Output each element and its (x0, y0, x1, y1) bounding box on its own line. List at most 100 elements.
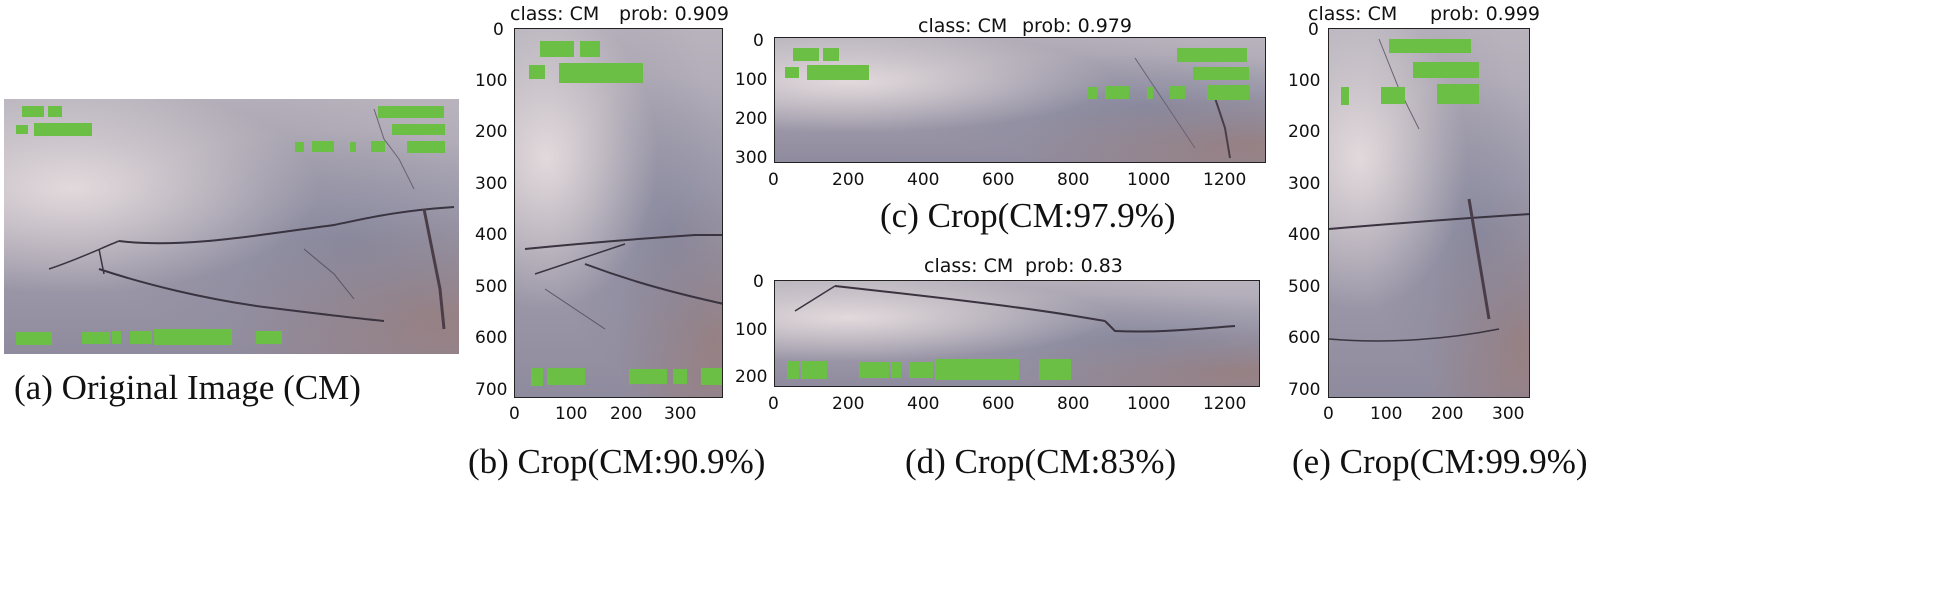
detection-box (295, 142, 304, 152)
detection-box (807, 65, 869, 80)
y-tick-label: 600 (475, 328, 508, 348)
detection-box (529, 65, 545, 79)
crack-lines (1329, 38, 1529, 342)
y-tick-label: 100 (735, 70, 768, 90)
x-tick-label: 200 (832, 394, 865, 414)
caption-b: (b) Crop(CM:90.9%) (468, 442, 766, 481)
detection-box (378, 106, 444, 118)
detection-box (256, 331, 282, 344)
y-tick-label: 400 (1288, 225, 1321, 245)
x-tick-label: 600 (982, 170, 1015, 190)
x-tick-label: 300 (664, 404, 697, 424)
detection-box (891, 362, 901, 378)
x-tick-label: 1200 (1203, 170, 1247, 190)
detection-box (801, 361, 827, 379)
detection-box (1105, 86, 1129, 99)
y-tick-label: 600 (1288, 328, 1321, 348)
y-tick-label: 100 (735, 320, 768, 340)
detection-box (350, 142, 356, 152)
detection-box (629, 369, 667, 384)
y-tick-label: 300 (1288, 174, 1321, 194)
x-tick-label: 100 (555, 404, 588, 424)
x-tick-label: 0 (1323, 404, 1334, 424)
caption-c: (c) Crop(CM:97.9%) (880, 196, 1176, 235)
x-tick-label: 200 (610, 404, 643, 424)
crop-d-image (774, 280, 1260, 387)
y-tick-label: 0 (753, 272, 764, 292)
detection-box (1389, 39, 1471, 53)
crop-b-image (514, 28, 723, 398)
detection-box (540, 41, 574, 57)
y-tick-label: 400 (475, 225, 508, 245)
detection-box (785, 67, 799, 78)
y-tick-label: 200 (735, 367, 768, 387)
crack-lines (794, 285, 1236, 333)
detection-box (1381, 87, 1405, 104)
detection-box (16, 332, 52, 345)
panel-c-class: class: CM (918, 15, 1008, 37)
panel-d-class: class: CM (924, 255, 1014, 277)
detection-box (580, 41, 600, 57)
x-tick-label: 600 (982, 394, 1015, 414)
detection-box (547, 368, 585, 385)
x-tick-label: 0 (768, 170, 779, 190)
crack-lines (1134, 57, 1231, 159)
detection-box (34, 123, 92, 136)
detection-box (407, 141, 445, 153)
crop-c-image (774, 37, 1266, 163)
detection-box (48, 106, 62, 117)
crack-lines (524, 234, 722, 330)
x-tick-label: 1200 (1203, 394, 1247, 414)
x-tick-label: 800 (1057, 170, 1090, 190)
x-tick-label: 200 (832, 170, 865, 190)
detection-box (82, 332, 110, 344)
crop-e-image (1328, 28, 1530, 398)
detection-box (531, 368, 543, 386)
detection-box (935, 359, 1019, 380)
detection-box (112, 331, 121, 344)
detection-box (909, 362, 933, 378)
detection-box (1177, 48, 1247, 62)
detection-box (859, 362, 889, 378)
detection-box (1207, 85, 1249, 100)
y-tick-label: 0 (493, 20, 504, 40)
x-tick-label: 1000 (1127, 394, 1171, 414)
y-tick-label: 0 (1308, 20, 1319, 40)
detection-box (787, 361, 799, 379)
detection-box (673, 369, 687, 384)
detection-box (823, 48, 839, 61)
panel-d-prob: prob: 0.83 (1025, 255, 1123, 277)
panel-b-prob: prob: 0.909 (619, 3, 729, 25)
detection-box (1437, 84, 1479, 104)
y-tick-label: 100 (475, 71, 508, 91)
detection-box (1088, 87, 1097, 99)
y-tick-label: 500 (475, 277, 508, 297)
panel-e-class: class: CM (1308, 3, 1398, 25)
x-tick-label: 0 (768, 394, 779, 414)
caption-d: (d) Crop(CM:83%) (905, 442, 1177, 481)
y-tick-label: 100 (1288, 71, 1321, 91)
x-tick-label: 800 (1057, 394, 1090, 414)
detection-box (130, 331, 152, 344)
detection-box (16, 125, 28, 134)
y-tick-label: 300 (735, 148, 768, 168)
y-tick-label: 500 (1288, 277, 1321, 297)
detection-box (793, 48, 819, 61)
x-tick-label: 300 (1492, 404, 1525, 424)
detection-box (1193, 67, 1249, 80)
original-image (4, 99, 459, 354)
panel-e-prob: prob: 0.999 (1430, 3, 1540, 25)
detection-box (392, 124, 445, 135)
detection-box (1147, 87, 1153, 99)
detection-box (154, 329, 232, 345)
caption-a: (a) Original Image (CM) (14, 368, 361, 407)
detection-box (371, 141, 385, 152)
detection-box (22, 106, 44, 117)
caption-e: (e) Crop(CM:99.9%) (1292, 442, 1588, 481)
detection-box (312, 141, 334, 152)
panel-c-prob: prob: 0.979 (1022, 15, 1132, 37)
y-tick-label: 300 (475, 174, 508, 194)
x-tick-label: 1000 (1127, 170, 1171, 190)
detection-box (1039, 359, 1071, 380)
y-tick-label: 200 (735, 109, 768, 129)
